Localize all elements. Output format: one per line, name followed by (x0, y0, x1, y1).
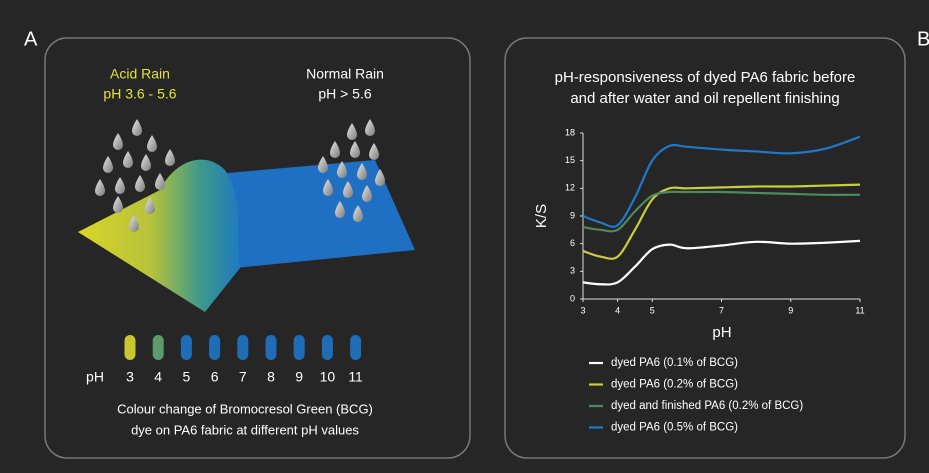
page: A B Acid Rain pH 3.6 - 5.6 Normal Rain p… (0, 0, 929, 473)
swatch-label: 5 (183, 369, 191, 385)
y-axis-label: K/S (533, 204, 550, 228)
x-tick-label: 4 (615, 305, 620, 315)
x-tick-label: 5 (650, 305, 655, 315)
ph-label: pH (86, 369, 104, 385)
swatch-label: 7 (239, 369, 247, 385)
color-swatch (181, 335, 192, 360)
x-axis-label: pH (712, 324, 731, 341)
swatch-label: 9 (295, 369, 303, 385)
x-tick-label: 7 (719, 305, 724, 315)
caption: dye on PA6 fabric at different pH values (131, 422, 359, 437)
x-tick-label: 3 (580, 305, 585, 315)
y-tick-label: 12 (565, 183, 575, 193)
color-swatch (294, 335, 305, 360)
color-swatch (237, 335, 248, 360)
color-swatch (209, 335, 220, 360)
color-swatch (350, 335, 361, 360)
color-swatch (153, 335, 164, 360)
panel-label: B (917, 28, 929, 50)
acid-rain-ph: pH 3.6 - 5.6 (103, 86, 176, 102)
chart-title: pH-responsiveness of dyed PA6 fabric bef… (555, 69, 856, 86)
acid-rain-title: Acid Rain (110, 66, 170, 82)
y-tick-label: 18 (565, 127, 575, 137)
swatch-label: 11 (348, 369, 363, 385)
legend-label: dyed and finished PA6 (0.2% of BCG) (611, 400, 803, 412)
caption: Colour change of Bromocresol Green (BCG) (117, 401, 373, 416)
swatch-label: 3 (126, 369, 134, 385)
panel-label: A (24, 28, 38, 50)
y-tick-label: 0 (570, 293, 575, 303)
y-tick-label: 3 (570, 266, 575, 276)
color-swatch (125, 335, 136, 360)
swatch-label: 8 (267, 369, 275, 385)
legend-label: dyed PA6 (0.5% of BCG) (611, 422, 738, 434)
color-swatch (266, 335, 277, 360)
x-tick-label: 11 (855, 305, 864, 315)
graphical-abstract: A B Acid Rain pH 3.6 - 5.6 Normal Rain p… (0, 0, 929, 473)
swatch-label: 10 (320, 369, 336, 385)
legend-label: dyed PA6 (0.2% of BCG) (611, 379, 738, 391)
y-tick-label: 6 (570, 238, 575, 248)
color-swatch (322, 335, 333, 360)
y-tick-label: 15 (565, 155, 575, 165)
normal-rain-title: Normal Rain (306, 66, 384, 82)
normal-rain-ph: pH > 5.6 (318, 86, 372, 102)
y-tick-label: 9 (570, 210, 575, 220)
swatch-label: 6 (211, 369, 219, 385)
chart-title: and after water and oil repellent finish… (570, 90, 839, 107)
swatch-label: 4 (154, 369, 162, 385)
legend-label: dyed PA6 (0.1% of BCG) (611, 357, 738, 369)
x-tick-label: 9 (788, 305, 793, 315)
